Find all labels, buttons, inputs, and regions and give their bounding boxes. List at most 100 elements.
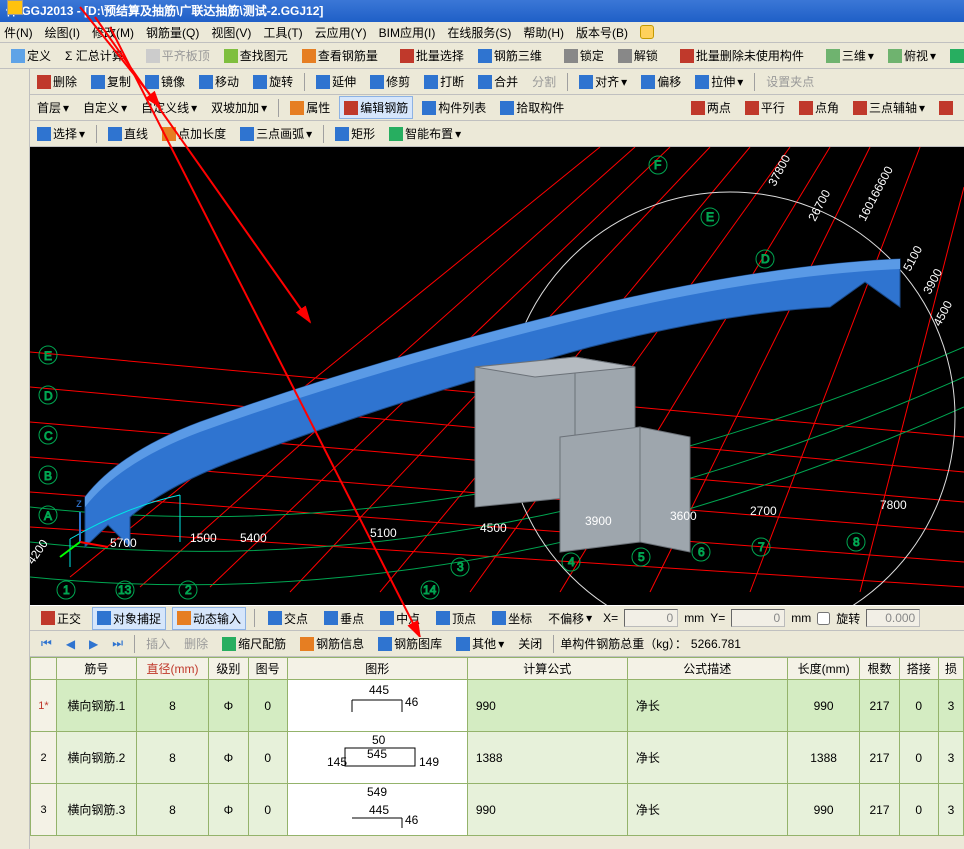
viewport-3d[interactable]: z E D C B A F E D 1 13 2 14 3 4 5 6 7 8 … (30, 147, 964, 605)
menu-file[interactable]: 件(N) (4, 24, 33, 41)
cell-desc[interactable]: 净长 (627, 680, 787, 732)
rotate-button[interactable]: 旋转 (248, 70, 298, 93)
brush-icon[interactable] (934, 98, 958, 118)
trim-button[interactable]: 修剪 (365, 70, 415, 93)
col-grade[interactable]: 级别 (209, 658, 248, 680)
cell-grade[interactable]: Φ (209, 732, 248, 784)
parallel-button[interactable]: 平行 (740, 96, 790, 119)
animation-button[interactable]: 动态观察 (945, 44, 964, 67)
col-name[interactable]: 筋号 (57, 658, 137, 680)
offset-button[interactable]: 偏移 (636, 70, 686, 93)
cell-diameter[interactable]: 8 (136, 784, 209, 836)
menu-version[interactable]: 版本号(B) (576, 24, 628, 41)
rebar-info-button[interactable]: 钢筋信息 (295, 632, 369, 655)
stretch-button[interactable]: 拉伸 ▾ (690, 70, 748, 93)
menu-view[interactable]: 视图(V) (211, 24, 251, 41)
cell-formula[interactable]: 990 (467, 784, 627, 836)
table-row[interactable]: 2 横向钢筋.2 8 Φ 0 50545145149 1388 净长 1388 … (31, 732, 964, 784)
customline-dropdown[interactable]: 自定义线 ▾ (136, 96, 202, 119)
split-button[interactable]: 分割 (527, 70, 561, 93)
menu-online[interactable]: 在线服务(S) (447, 24, 511, 41)
close-button[interactable]: 关闭 (513, 632, 547, 655)
arc-button[interactable]: 三点画弧 ▾ (235, 122, 317, 145)
cell-length[interactable]: 990 (787, 680, 860, 732)
rect-button[interactable]: 矩形 (330, 122, 380, 145)
cell-code[interactable]: 0 (248, 732, 287, 784)
point-length-button[interactable]: 点加长度 (157, 122, 231, 145)
find-drawing-button[interactable]: 查找图元 (219, 44, 293, 67)
y-field[interactable]: 0 (731, 609, 785, 627)
col-shape[interactable]: 图形 (287, 658, 467, 680)
three-d-button[interactable]: 三维 ▾ (821, 44, 879, 67)
cell-shape[interactable]: 54944546 (287, 784, 467, 836)
col-count[interactable]: 根数 (860, 658, 899, 680)
extend-button[interactable]: 延伸 (311, 70, 361, 93)
perp-toggle[interactable]: 垂点 (319, 607, 369, 630)
row-index[interactable]: 2 (31, 732, 57, 784)
cell-name[interactable]: 横向钢筋.2 (57, 732, 137, 784)
top-toggle[interactable]: 顶点 (431, 607, 481, 630)
cell-lap[interactable]: 0 (899, 732, 938, 784)
batch-delete-button[interactable]: 批量删除未使用构件 (675, 44, 809, 67)
lock-button[interactable]: 锁定 (559, 44, 609, 67)
cross-toggle[interactable]: 交点 (263, 607, 313, 630)
x-field[interactable]: 0 (624, 609, 678, 627)
cell-name[interactable]: 横向钢筋.3 (57, 784, 137, 836)
three-point-button[interactable]: 三点辅轴 ▾ (848, 96, 930, 119)
cell-count[interactable]: 217 (860, 680, 899, 732)
side-view-button[interactable]: 俯视 ▾ (883, 44, 941, 67)
no-offset-dropdown[interactable]: 不偏移 ▾ (543, 607, 597, 630)
smart-layout-button[interactable]: 智能布置 ▾ (384, 122, 466, 145)
break-button[interactable]: 打断 (419, 70, 469, 93)
row-index[interactable]: 1* (31, 680, 57, 732)
cell-loss[interactable]: 3 (938, 680, 963, 732)
table-row[interactable]: 1* 横向钢筋.1 8 Φ 0 44546 990 净长 990 217 0 3 (31, 680, 964, 732)
mirror-button[interactable]: 镜像 (140, 70, 190, 93)
col-loss[interactable]: 损 (938, 658, 963, 680)
menu-rebar[interactable]: 钢筋量(Q) (146, 24, 199, 41)
view-rebar-button[interactable]: 查看钢筋量 (297, 44, 383, 67)
row-index[interactable]: 3 (31, 784, 57, 836)
cell-grade[interactable]: Φ (209, 784, 248, 836)
slope-dropdown[interactable]: 双坡加加 ▾ (206, 96, 272, 119)
two-point-button[interactable]: 两点 (686, 96, 736, 119)
set-grip-button[interactable]: 设置夹点 (761, 70, 819, 93)
define-button[interactable]: 定义 (6, 44, 56, 67)
next-button[interactable]: ▶ (84, 634, 103, 654)
merge-button[interactable]: 合并 (473, 70, 523, 93)
menu-bim[interactable]: BIM应用(I) (379, 24, 436, 41)
move-button[interactable]: 移动 (194, 70, 244, 93)
menu-help[interactable]: 帮助(H) (523, 24, 564, 41)
align-button[interactable]: 对齐 ▾ (574, 70, 632, 93)
cell-diameter[interactable]: 8 (136, 680, 209, 732)
dynamic-input-toggle[interactable]: 动态输入 (172, 607, 246, 630)
col-diameter[interactable]: 直径(mm) (136, 658, 209, 680)
attr-button[interactable]: 属性 (285, 96, 335, 119)
cell-lap[interactable]: 0 (899, 680, 938, 732)
menu-modify[interactable]: 修改(M) (92, 24, 134, 41)
col-length[interactable]: 长度(mm) (787, 658, 860, 680)
col-formula[interactable]: 计算公式 (467, 658, 627, 680)
menu-draw[interactable]: 绘图(I) (45, 24, 80, 41)
summary-button[interactable]: Σ 汇总计算 (60, 44, 129, 67)
insert-button[interactable]: 插入 (141, 632, 175, 655)
pick-button[interactable]: 拾取构件 (495, 96, 569, 119)
mid-toggle[interactable]: 中点 (375, 607, 425, 630)
cell-shape[interactable]: 44546 (287, 680, 467, 732)
batch-select-button[interactable]: 批量选择 (395, 44, 469, 67)
cell-code[interactable]: 0 (248, 680, 287, 732)
cell-desc[interactable]: 净长 (627, 732, 787, 784)
flatten-button[interactable]: 平齐板顶 (141, 44, 215, 67)
delete-button[interactable]: 删除 (32, 70, 82, 93)
cell-length[interactable]: 990 (787, 784, 860, 836)
cell-code[interactable]: 0 (248, 784, 287, 836)
cell-diameter[interactable]: 8 (136, 732, 209, 784)
other-button[interactable]: 其他 ▾ (451, 632, 509, 655)
table-row[interactable]: 3 横向钢筋.3 8 Φ 0 54944546 990 净长 990 217 0… (31, 784, 964, 836)
line-button[interactable]: 直线 (103, 122, 153, 145)
delete-row-button[interactable]: 删除 (179, 632, 213, 655)
col-code[interactable]: 图号 (248, 658, 287, 680)
prev-button[interactable]: ◀ (61, 634, 80, 654)
cell-count[interactable]: 217 (860, 784, 899, 836)
floor-dropdown[interactable]: 首层 ▾ (32, 96, 74, 119)
